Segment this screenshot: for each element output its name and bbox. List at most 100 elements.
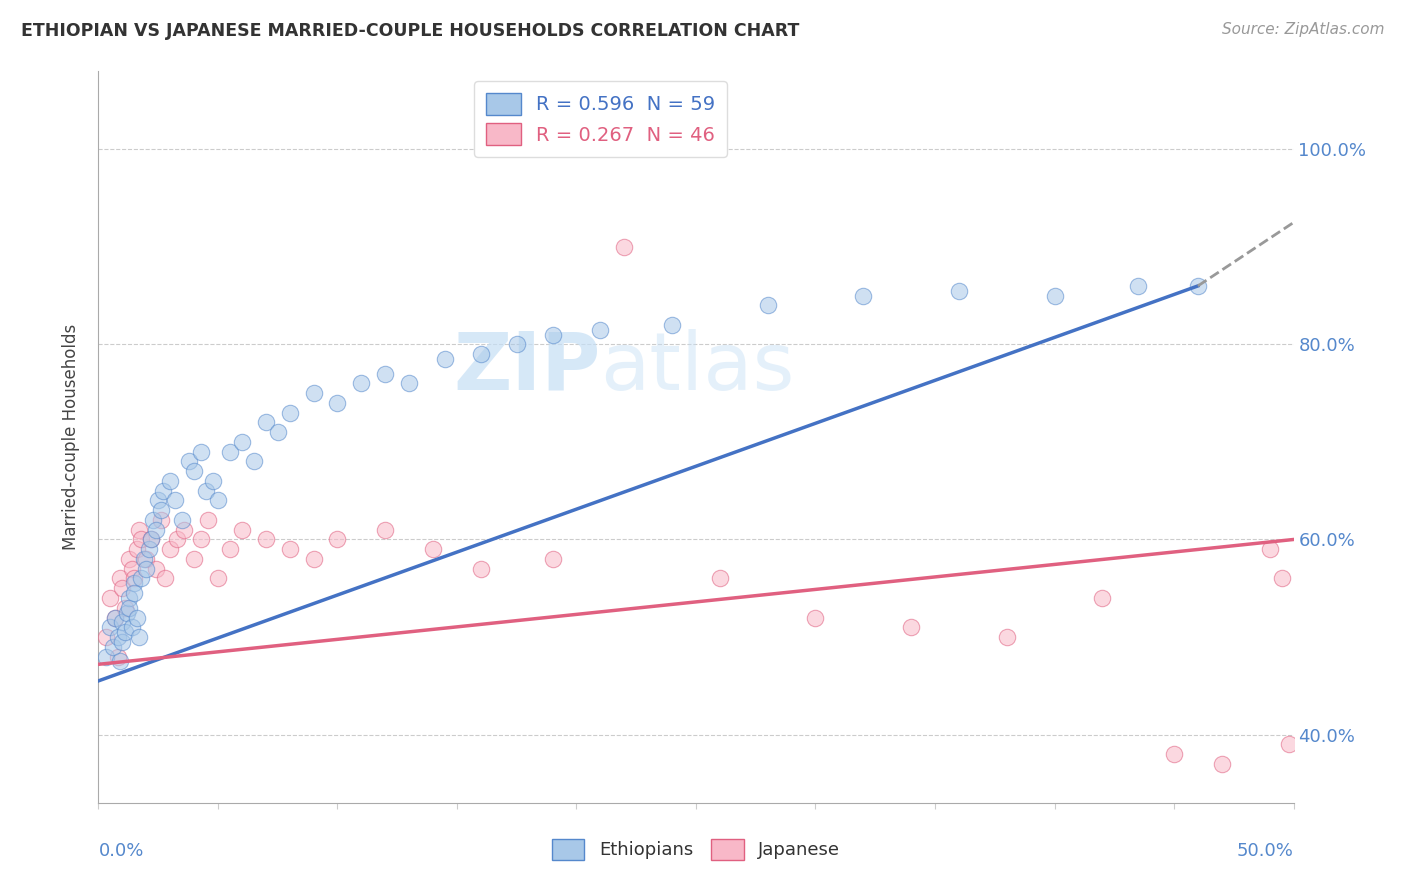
Point: [1128, 279, 1150, 293]
Point: [118, 552, 141, 566]
Point: [148, 493, 170, 508]
Point: [139, 533, 162, 547]
Point: [159, 474, 181, 488]
Point: [135, 562, 157, 576]
Point: [142, 513, 165, 527]
Point: [124, 586, 146, 600]
Point: [398, 376, 420, 391]
Point: [326, 396, 349, 410]
Point: [1271, 572, 1294, 586]
Point: [1211, 756, 1233, 771]
Point: [1278, 737, 1301, 751]
Point: [128, 523, 150, 537]
Point: [107, 630, 129, 644]
Point: [661, 318, 683, 332]
Point: [163, 493, 186, 508]
Point: [470, 562, 492, 576]
Point: [1187, 279, 1209, 293]
Point: [207, 572, 229, 586]
Point: [326, 533, 349, 547]
Point: [195, 483, 218, 498]
Point: [121, 620, 143, 634]
Point: [111, 615, 134, 630]
Point: [124, 572, 146, 586]
Point: [350, 376, 373, 391]
Point: [613, 240, 636, 254]
Point: [108, 572, 131, 586]
Point: [948, 284, 970, 298]
Point: [756, 298, 779, 312]
Text: 0.0%: 0.0%: [98, 842, 143, 860]
Point: [125, 610, 148, 624]
Point: [852, 288, 875, 302]
Point: [231, 523, 253, 537]
Point: [434, 352, 457, 367]
Point: [302, 552, 325, 566]
Text: ZIP: ZIP: [453, 328, 600, 407]
Legend: Ethiopians, Japanese: Ethiopians, Japanese: [544, 831, 848, 867]
Point: [804, 610, 827, 624]
Point: [115, 606, 138, 620]
Point: [190, 533, 212, 547]
Point: [94, 630, 117, 644]
Point: [101, 640, 124, 654]
Point: [422, 542, 444, 557]
Point: [278, 406, 301, 420]
Point: [159, 542, 181, 557]
Point: [374, 367, 396, 381]
Point: [231, 434, 253, 449]
Point: [145, 562, 167, 576]
Point: [114, 600, 136, 615]
Point: [470, 347, 492, 361]
Point: [149, 503, 172, 517]
Point: [128, 630, 150, 644]
Point: [1091, 591, 1114, 605]
Point: [111, 635, 134, 649]
Point: [124, 576, 146, 591]
Point: [107, 649, 129, 664]
Point: [94, 649, 117, 664]
Point: [302, 386, 325, 401]
Point: [254, 533, 277, 547]
Point: [219, 444, 242, 458]
Text: 50.0%: 50.0%: [1237, 842, 1294, 860]
Point: [1043, 288, 1066, 302]
Point: [267, 425, 290, 440]
Point: [1163, 747, 1185, 761]
Point: [172, 513, 194, 527]
Point: [121, 562, 143, 576]
Point: [541, 552, 564, 566]
Text: atlas: atlas: [600, 328, 794, 407]
Point: [541, 327, 564, 342]
Point: [138, 542, 160, 557]
Point: [183, 552, 205, 566]
Point: [589, 323, 612, 337]
Point: [506, 337, 529, 351]
Point: [131, 533, 153, 547]
Point: [118, 591, 141, 605]
Point: [118, 600, 141, 615]
Point: [219, 542, 242, 557]
Y-axis label: Married-couple Households: Married-couple Households: [62, 324, 80, 550]
Point: [179, 454, 201, 468]
Point: [104, 610, 127, 624]
Point: [1258, 542, 1281, 557]
Point: [111, 581, 134, 595]
Point: [139, 533, 162, 547]
Point: [900, 620, 922, 634]
Point: [132, 552, 155, 566]
Point: [149, 513, 172, 527]
Point: [243, 454, 266, 468]
Point: [709, 572, 731, 586]
Point: [207, 493, 229, 508]
Point: [152, 483, 174, 498]
Point: [183, 464, 205, 478]
Point: [166, 533, 188, 547]
Point: [155, 572, 177, 586]
Point: [131, 572, 153, 586]
Point: [145, 523, 167, 537]
Point: [173, 523, 195, 537]
Point: [125, 542, 148, 557]
Point: [197, 513, 219, 527]
Point: [995, 630, 1018, 644]
